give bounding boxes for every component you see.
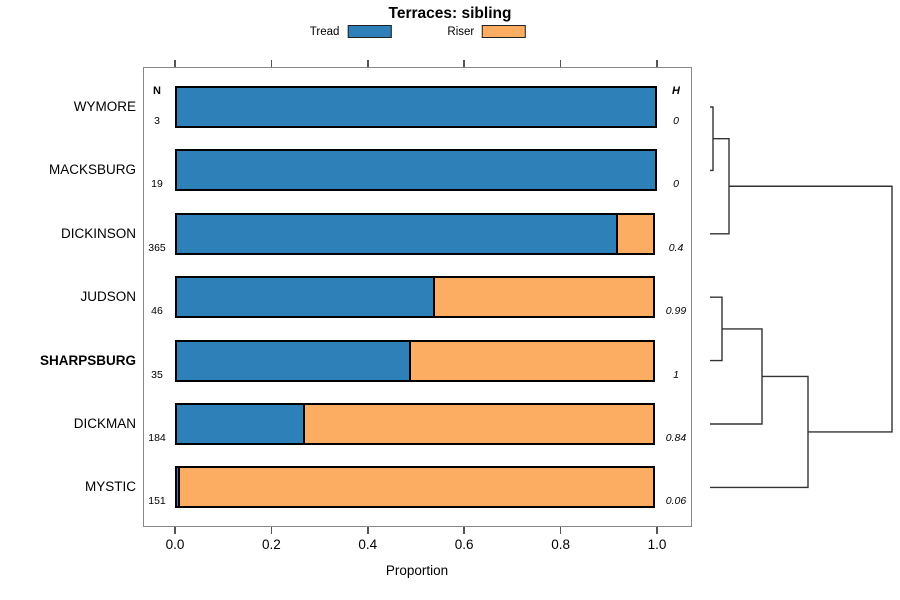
h-value: 0 (673, 178, 679, 191)
legend: Tread Riser (309, 25, 527, 38)
bar-segment-tread (175, 403, 305, 445)
top-tick (656, 60, 658, 67)
category-label-judson: JUDSON (80, 289, 136, 305)
dendrogram-link (710, 137, 730, 235)
dendrogram-link (710, 106, 714, 172)
n-value: 35 (151, 368, 163, 381)
category-label-macksburg: MACKSBURG (48, 162, 136, 178)
x-tick-label: 0.2 (262, 537, 281, 552)
h-value: 0.99 (665, 305, 687, 318)
category-label-dickinson: DICKINSON (60, 225, 136, 241)
top-tick (463, 60, 465, 67)
x-tick-label: 0.4 (358, 537, 378, 552)
bar-row-dickman (175, 403, 655, 445)
bar-segment-tread (175, 339, 411, 382)
bar-segment-riser (409, 339, 655, 382)
bar-row-sharpsburg (175, 339, 655, 382)
dendrogram-link (729, 185, 893, 433)
n-value: 184 (148, 432, 166, 444)
n-column-header: N (153, 85, 161, 97)
category-label-mystic: MYSTIC (84, 479, 136, 495)
bar-row-macksburg (175, 149, 657, 192)
bar-segment-riser (616, 212, 655, 255)
bar-row-wymore (175, 86, 657, 128)
bar-segment-riser (433, 276, 655, 319)
h-value: 0 (673, 115, 679, 127)
x-tick-label: 0.6 (454, 537, 474, 552)
bar-segment-tread (175, 86, 657, 128)
category-label-sharpsburg: SHARPSBURG (39, 352, 136, 368)
dendrogram-link (710, 375, 809, 489)
dendrogram-link (710, 328, 763, 425)
legend-label-riser: Riser (447, 25, 475, 38)
n-value: 3 (154, 115, 160, 127)
bar-segment-tread (175, 149, 657, 192)
category-label-wymore: WYMORE (73, 99, 136, 114)
bar-row-dickinson (175, 212, 655, 255)
top-tick (559, 60, 562, 67)
h-value: 1 (673, 368, 679, 381)
bottom-tick (559, 527, 562, 534)
n-value: 19 (151, 178, 163, 191)
bar-segment-tread (175, 212, 618, 255)
chart-title: Terraces: sibling (388, 5, 512, 22)
n-value: 46 (151, 305, 163, 318)
x-axis-title: Proportion (385, 563, 449, 578)
top-tick (270, 60, 273, 67)
bottom-tick (174, 527, 176, 534)
bar-segment-riser (178, 466, 655, 509)
n-value: 365 (148, 241, 166, 254)
bar-row-mystic (175, 466, 655, 509)
bar-row-judson (175, 276, 655, 319)
top-tick (174, 60, 176, 67)
h-column-header: H (672, 85, 680, 97)
x-tick-label: 0.0 (165, 537, 185, 552)
bar-segment-riser (303, 403, 655, 445)
h-value: 0.06 (665, 495, 687, 508)
legend-label-tread: Tread (309, 25, 340, 38)
bottom-tick (463, 527, 465, 534)
top-tick (367, 60, 369, 67)
n-value: 151 (148, 495, 166, 508)
h-value: 0.84 (665, 432, 687, 444)
bar-segment-tread (175, 276, 435, 319)
legend-swatch-tread (347, 25, 392, 38)
x-tick-label: 0.8 (551, 537, 570, 552)
x-tick-label: 1.0 (647, 537, 667, 552)
bottom-tick (367, 527, 369, 534)
category-label-dickman: DICKMAN (73, 416, 136, 431)
dendrogram-link (710, 296, 723, 362)
bottom-tick (656, 527, 658, 534)
legend-swatch-riser (482, 25, 527, 38)
h-value: 0.4 (668, 241, 684, 254)
bottom-tick (270, 527, 273, 534)
